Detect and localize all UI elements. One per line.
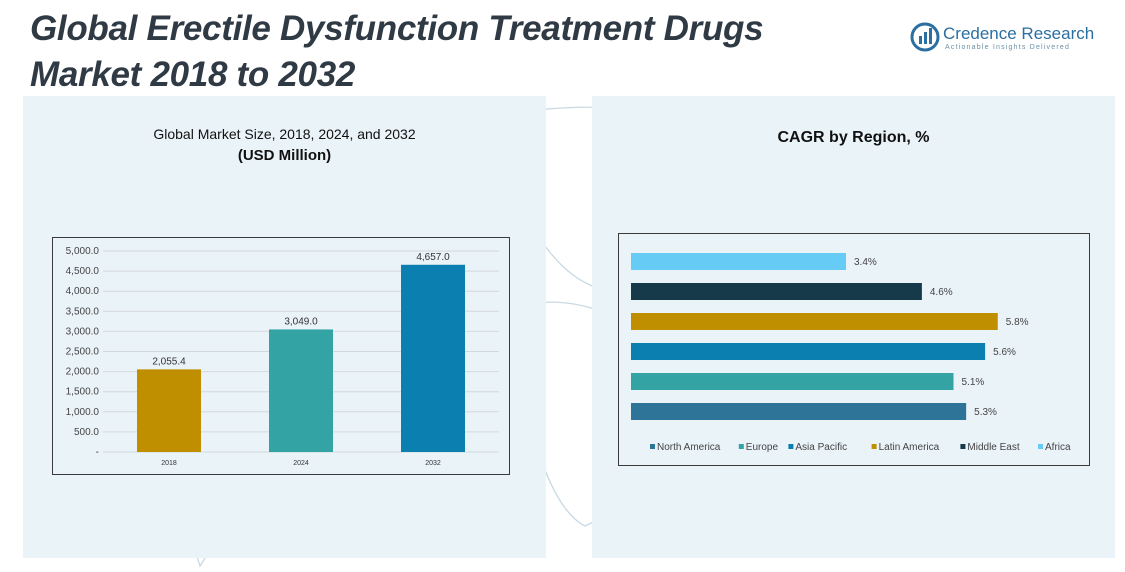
data-label-africa: 3.4% <box>854 257 877 268</box>
legend-entry: Middle East <box>967 442 1019 453</box>
bar-2024 <box>269 329 333 452</box>
legend-swatch <box>788 444 794 449</box>
y-tick-label: 2,500.0 <box>66 347 100 358</box>
bar-2032 <box>401 264 465 452</box>
legend-swatch <box>960 444 966 449</box>
y-tick-label: 3,000.0 <box>66 326 100 337</box>
market-size-chart-subtitle: (USD Million) <box>237 147 332 164</box>
bar-africa <box>631 253 846 270</box>
bar-2018 <box>137 369 201 452</box>
y-tick-label: 500.0 <box>74 427 99 438</box>
logo-name: Credence Research <box>943 24 1095 43</box>
market-size-bar-chart: - 500.0 1,000.0 1,500.0 2,000.0 2,500.0 3,000.… <box>66 246 499 467</box>
bar-europe <box>631 373 954 390</box>
logo-tagline: Actionable Insights Delivered <box>945 44 1071 51</box>
data-label-2018: 2,055.4 <box>152 356 186 367</box>
legend-swatch <box>1038 444 1043 449</box>
market-size-chart-title: Global Market Size, 2018, 2024, and 2032 <box>153 126 416 142</box>
legend-entry: Africa <box>1045 442 1071 453</box>
bar-north-america <box>631 403 967 420</box>
x-tick-label-2018: 2018 <box>161 460 177 467</box>
y-tick-label: 1,000.0 <box>66 407 100 418</box>
x-tick-label-2024: 2024 <box>293 460 309 467</box>
legend-swatch <box>871 444 877 449</box>
data-label-north-america: 5.3% <box>974 407 997 418</box>
y-tick-label: 1,500.0 <box>66 387 100 398</box>
legend-swatch <box>650 444 655 449</box>
y-tick-label: 3,500.0 <box>66 306 100 317</box>
legend-entry: North America <box>657 442 721 453</box>
y-tick-label: 4,000.0 <box>66 286 100 297</box>
data-label-2032: 4,657.0 <box>416 252 450 263</box>
bar-middle-east <box>631 283 922 300</box>
legend-entry: Europe <box>746 442 779 453</box>
data-label-asia-pacific: 5.6% <box>993 347 1016 358</box>
cagr-horizontal-bar-chart: 3.4% 4.6% 5.8% 5.6% 5.1% 5.3% North America Eur… <box>631 253 1071 453</box>
bar-latin-america <box>631 313 998 330</box>
legend-entry: Latin America <box>879 442 940 453</box>
y-tick-label: 4,500.0 <box>66 266 100 277</box>
data-label-europe: 5.1% <box>962 377 985 388</box>
y-tick-label: - <box>96 447 99 458</box>
cagr-chart-frame: 3.4% 4.6% 5.8% 5.6% 5.1% 5.3% North America Eur… <box>618 233 1090 466</box>
y-tick-label: 2,000.0 <box>66 367 100 378</box>
data-label-2024: 3,049.0 <box>284 316 318 327</box>
y-tick-label: 5,000.0 <box>66 246 100 257</box>
legend-swatch <box>738 444 744 449</box>
legend-entry: Asia Pacific <box>795 442 847 453</box>
x-tick-label-2032: 2032 <box>425 460 441 467</box>
page-title: Global Erectile Dysfunction Treatment Dr… <box>30 9 764 94</box>
market-size-chart-frame: - 500.0 1,000.0 1,500.0 2,000.0 2,500.0 3,000.… <box>52 237 510 475</box>
data-label-middle-east: 4.6% <box>930 287 953 298</box>
cagr-chart-title: CAGR by Region, % <box>777 129 930 146</box>
data-label-latin-america: 5.8% <box>1006 317 1029 328</box>
credence-research-logo: Credence Research Actionable Insights De… <box>910 22 1110 58</box>
bar-asia-pacific <box>631 343 986 360</box>
logo-mark-icon <box>910 22 940 52</box>
